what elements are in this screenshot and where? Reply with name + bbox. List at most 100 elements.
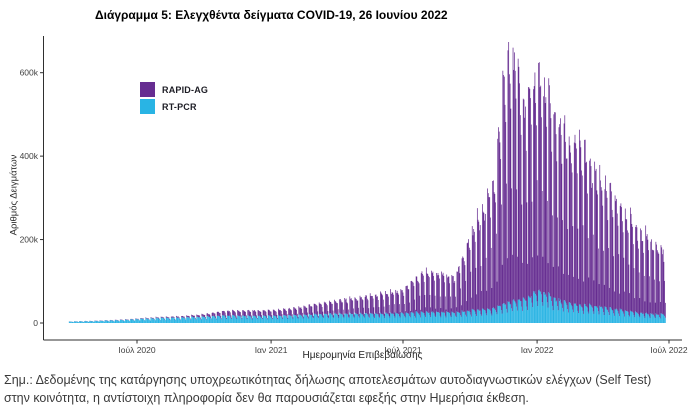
bar-rt-pcr xyxy=(132,319,133,323)
bar-rt-pcr xyxy=(464,311,466,323)
bar-rt-pcr xyxy=(366,313,367,323)
bar-rapid-ag xyxy=(317,311,319,317)
bar-rapid-ag xyxy=(270,311,272,317)
bar-rt-pcr xyxy=(178,318,180,323)
bar-rt-pcr xyxy=(578,313,580,323)
bar-rapid-ag xyxy=(576,148,577,306)
bar-rapid-ag xyxy=(482,204,483,309)
bar-rt-pcr xyxy=(231,318,233,323)
bar-rapid-ag xyxy=(400,289,402,313)
bar-rt-pcr xyxy=(485,313,487,323)
bar-rt-pcr xyxy=(105,320,107,323)
bar-rapid-ag xyxy=(536,180,538,302)
bar-rt-pcr xyxy=(381,313,383,323)
bar-rapid-ag xyxy=(509,83,511,304)
bar-rt-pcr xyxy=(218,316,220,323)
bar-rapid-ag xyxy=(518,66,520,300)
bar-rt-pcr xyxy=(421,311,423,323)
bar-rt-pcr xyxy=(470,314,472,323)
bar-rt-pcr xyxy=(579,304,581,323)
bar-rapid-ag xyxy=(339,299,340,313)
bar-rt-pcr xyxy=(268,315,270,323)
bar-rt-pcr xyxy=(278,314,279,323)
bar-rapid-ag xyxy=(637,240,639,314)
bar-rapid-ag xyxy=(245,311,246,317)
bar-rt-pcr xyxy=(450,317,452,323)
bar-rapid-ag xyxy=(253,310,255,316)
bar-rapid-ag xyxy=(361,299,363,315)
bar-rt-pcr xyxy=(106,320,107,323)
bar-rapid-ag xyxy=(613,291,615,316)
bar-rapid-ag xyxy=(438,275,440,313)
bar-rt-pcr xyxy=(597,311,599,323)
bar-rapid-ag xyxy=(194,315,195,318)
bar-rapid-ag xyxy=(646,236,647,313)
bar-rt-pcr xyxy=(187,317,189,323)
bar-rt-pcr xyxy=(240,317,242,323)
bar-rt-pcr xyxy=(358,316,359,323)
bar-rt-pcr xyxy=(479,310,480,323)
bar-rapid-ag xyxy=(321,306,323,316)
bar-rt-pcr xyxy=(103,321,104,323)
bar-rapid-ag xyxy=(596,190,598,307)
bar-rapid-ag xyxy=(322,311,324,318)
bar-rapid-ag xyxy=(535,102,537,295)
bar-rt-pcr xyxy=(538,290,539,323)
bar-rapid-ag xyxy=(446,274,448,312)
bar-rapid-ag xyxy=(326,303,327,315)
bar-rt-pcr xyxy=(300,314,302,323)
bar-rapid-ag xyxy=(441,271,442,312)
bar-rt-pcr xyxy=(645,313,647,323)
bar-rt-pcr xyxy=(469,312,471,323)
bar-rt-pcr xyxy=(534,290,536,323)
bar-rapid-ag xyxy=(511,188,512,309)
bar-rapid-ag xyxy=(235,315,237,319)
bar-rapid-ag xyxy=(350,298,352,315)
bar-rapid-ag xyxy=(535,125,537,296)
bar-rt-pcr xyxy=(102,321,104,323)
bar-rapid-ag xyxy=(382,295,383,315)
bar-rt-pcr xyxy=(638,313,639,323)
bar-rapid-ag xyxy=(421,271,423,312)
bar-rapid-ag xyxy=(586,161,588,307)
bar-rt-pcr xyxy=(260,316,262,323)
bar-rt-pcr xyxy=(247,315,249,323)
bar-rt-pcr xyxy=(327,317,329,323)
bar-rt-pcr xyxy=(375,312,377,323)
bar-rt-pcr xyxy=(632,312,634,323)
bar-rapid-ag xyxy=(356,300,358,315)
bar-rt-pcr xyxy=(412,312,414,323)
bar-rt-pcr xyxy=(333,317,335,323)
bar-rt-pcr xyxy=(90,321,92,323)
bar-rapid-ag xyxy=(269,310,271,316)
bar-rapid-ag xyxy=(572,226,574,310)
bar-rt-pcr xyxy=(181,317,183,323)
bar-rt-pcr xyxy=(522,310,523,323)
bar-rapid-ag xyxy=(631,223,633,312)
bar-rt-pcr xyxy=(296,317,298,323)
bar-rapid-ag xyxy=(506,258,508,313)
bar-rt-pcr xyxy=(214,316,216,323)
bar-rt-pcr xyxy=(378,316,380,323)
bar-rapid-ag xyxy=(272,309,274,316)
bar-rt-pcr xyxy=(643,313,644,323)
bar-rapid-ag xyxy=(337,309,339,317)
bar-rapid-ag xyxy=(272,317,273,320)
bar-rapid-ag xyxy=(659,301,661,319)
bar-rapid-ag xyxy=(618,254,620,314)
bar-rt-pcr xyxy=(515,303,517,323)
bar-rapid-ag xyxy=(510,108,512,305)
bar-rapid-ag xyxy=(332,310,334,317)
bar-rt-pcr xyxy=(190,319,192,323)
bar-rapid-ag xyxy=(393,304,395,317)
bar-rapid-ag xyxy=(593,280,595,314)
bar-rt-pcr xyxy=(205,318,206,323)
bar-rapid-ag xyxy=(513,69,515,300)
bar-rt-pcr xyxy=(632,311,633,323)
bar-rt-pcr xyxy=(158,318,160,323)
bar-rapid-ag xyxy=(306,307,308,316)
bar-rt-pcr xyxy=(84,321,86,323)
bar-rt-pcr xyxy=(414,316,416,323)
bar-rapid-ag xyxy=(153,318,155,319)
bar-rt-pcr xyxy=(560,299,561,323)
